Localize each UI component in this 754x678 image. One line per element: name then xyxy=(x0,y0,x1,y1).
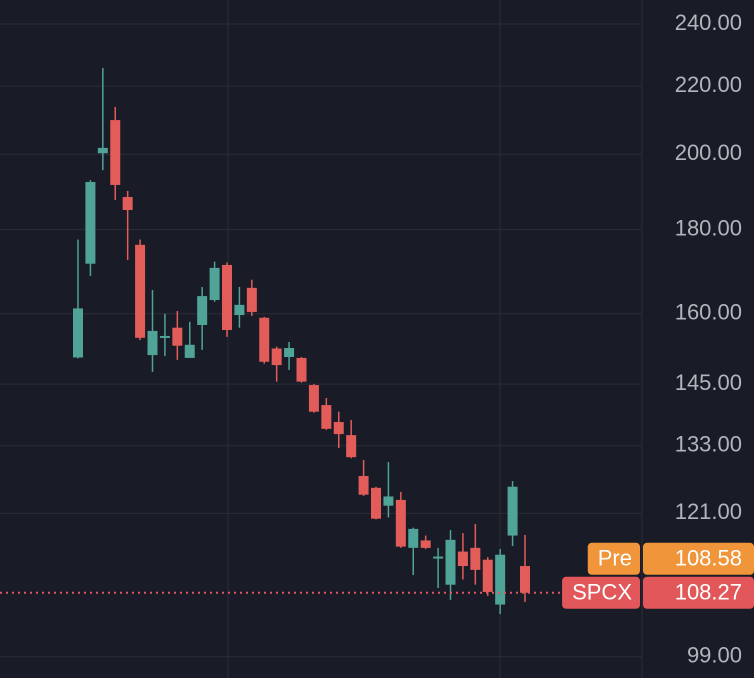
candle-body xyxy=(308,385,319,412)
candle-body xyxy=(395,499,406,547)
candle-body xyxy=(172,327,183,346)
candle-body xyxy=(97,147,108,154)
candle-body xyxy=(470,547,481,570)
candle-body xyxy=(197,296,208,325)
candle-body xyxy=(234,304,245,316)
price-tag-value-box xyxy=(643,542,754,575)
candle-body xyxy=(259,317,270,362)
price-tag-name: Pre xyxy=(598,546,632,571)
price-tag-value-box xyxy=(643,576,754,609)
candle-body xyxy=(445,539,456,585)
candle-body xyxy=(383,496,394,506)
candle-body xyxy=(122,196,133,210)
candle-body xyxy=(482,559,493,592)
candle-body xyxy=(159,335,170,338)
candle-body xyxy=(420,540,431,548)
candle-body xyxy=(147,330,158,356)
candles xyxy=(73,67,530,615)
y-tick-label: 121.00 xyxy=(675,499,742,524)
y-tick-label: 220.00 xyxy=(675,72,742,97)
y-tick-label: 99.00 xyxy=(687,643,742,668)
y-tick-label: 160.00 xyxy=(675,300,742,325)
y-tick-label: 240.00 xyxy=(675,10,742,35)
candle-body xyxy=(246,287,257,312)
candle-body xyxy=(271,348,282,366)
candle-body xyxy=(520,566,530,593)
candle-body xyxy=(110,120,121,185)
price-tag-name: SPCX xyxy=(572,580,632,605)
price-tags: 108.58 Pre 108.27 SPCX xyxy=(0,542,754,609)
candle-body xyxy=(284,348,295,357)
candle-body xyxy=(358,475,369,495)
candle-body xyxy=(184,344,195,358)
candle-body xyxy=(507,486,518,536)
candle-body xyxy=(209,267,220,301)
candle-body xyxy=(333,422,344,435)
price-tag-value: 108.27 xyxy=(675,580,742,605)
candle-body xyxy=(371,487,381,519)
y-tick-label: 133.00 xyxy=(675,432,742,457)
candle-body xyxy=(85,181,96,264)
candle-body xyxy=(433,556,444,559)
price-tag-name-box xyxy=(562,576,640,609)
candle-body xyxy=(321,405,332,429)
y-tick-label: 200.00 xyxy=(675,140,742,165)
candle-body xyxy=(408,528,419,548)
grid xyxy=(0,23,642,658)
candle-body xyxy=(457,551,468,567)
y-tick-label: 145.00 xyxy=(675,370,742,395)
candle-body xyxy=(135,244,146,338)
candle-body xyxy=(73,308,83,358)
price-tag-name-box xyxy=(587,542,640,575)
price-axis: 240.00 220.00 200.00 180.00 160.00 145.00 133.… xyxy=(675,10,742,668)
candle-body xyxy=(346,435,357,458)
y-tick-label: 180.00 xyxy=(675,215,742,240)
candle-body xyxy=(222,264,232,330)
price-tag-value: 108.58 xyxy=(675,546,742,571)
candle-body xyxy=(296,357,307,382)
candle-body xyxy=(495,554,506,605)
